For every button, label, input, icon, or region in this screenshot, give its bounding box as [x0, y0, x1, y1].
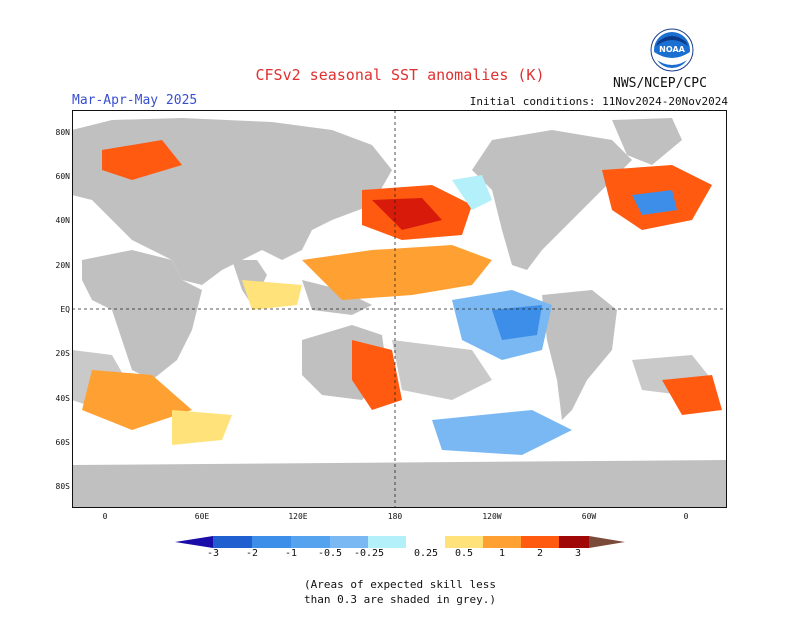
map-title: CFSv2 seasonal SST anomalies (K) — [255, 66, 545, 84]
anomaly-patch — [372, 198, 442, 230]
colorbar-swatch — [213, 536, 252, 548]
skill-note-line: than 0.3 are shaded in grey.) — [303, 593, 497, 606]
colorbar-swatch — [483, 536, 521, 548]
initial-conditions-label: Initial conditions: 11Nov2024-20Nov2024 — [469, 95, 728, 108]
colorbar-swatch — [406, 536, 445, 548]
colorbar-label: -1 — [284, 548, 298, 559]
colorbar-swatch — [252, 536, 291, 548]
noaa-logo-icon: NOAA — [650, 28, 694, 72]
skill-note: (Areas of expected skill less than 0.3 a… — [0, 577, 800, 607]
lon-label: 60E — [194, 512, 210, 521]
colorbar-label: -2 — [245, 548, 259, 559]
colorbar-label: -0.25 — [353, 548, 385, 559]
anomaly-patch — [102, 140, 182, 180]
anomaly-patch — [172, 410, 232, 445]
colorbar-label: -3 — [206, 548, 220, 559]
lon-label: 0 — [683, 512, 689, 521]
skill-note-line: (Areas of expected skill less — [303, 578, 497, 591]
colorbar-swatch — [445, 536, 483, 548]
lon-label: 120W — [482, 512, 502, 521]
colorbar-swatch — [559, 536, 589, 548]
lat-label: 80S — [55, 482, 70, 491]
colorbar — [175, 536, 625, 548]
anomaly-patch — [82, 370, 192, 430]
colorbar-swatch — [291, 536, 330, 548]
lon-label: 0 — [102, 512, 108, 521]
lat-label: 60N — [55, 172, 70, 181]
anomaly-patch — [302, 245, 492, 300]
lat-label: 40N — [55, 216, 70, 225]
colorbar-swatch — [330, 536, 368, 548]
lat-label: 40S — [55, 394, 70, 403]
anomaly-patch — [242, 280, 302, 310]
colorbar-label: 0.5 — [454, 548, 474, 559]
indonesia-land — [302, 280, 372, 315]
lat-label: 20N — [55, 261, 70, 270]
agency-label: NWS/NCEP/CPC — [613, 76, 707, 91]
colorbar-swatch — [368, 536, 406, 548]
anomaly-patch — [352, 340, 402, 410]
colorbar-label: 0.25 — [413, 548, 439, 559]
south-america-land — [542, 290, 617, 420]
colorbar-label: -0.5 — [317, 548, 343, 559]
colorbar-arrow-left — [175, 536, 213, 548]
anomaly-patch — [632, 190, 677, 215]
lon-label: 180 — [387, 512, 403, 521]
lon-label: 120E — [288, 512, 308, 521]
colorbar-label: 1 — [498, 548, 506, 559]
lat-label: 80N — [55, 128, 70, 137]
svg-text:NOAA: NOAA — [659, 45, 685, 54]
antarctica-land — [72, 460, 727, 508]
season-label: Mar-Apr-May 2025 — [72, 93, 198, 108]
anomaly-patch — [662, 375, 722, 415]
anomaly-patch — [492, 305, 542, 340]
sst-anomaly-map — [72, 110, 727, 508]
lon-label: 60W — [581, 512, 597, 521]
warm-anomalies — [82, 140, 722, 445]
colorbar-label: 2 — [536, 548, 544, 559]
colorbar-swatch — [521, 536, 559, 548]
cool-anomalies — [432, 175, 677, 455]
anomaly-patch — [432, 410, 572, 455]
greenland-land — [612, 118, 682, 165]
anomaly-patch — [452, 175, 492, 210]
lat-label: 60S — [55, 438, 70, 447]
low-skill-region — [392, 340, 492, 400]
africa-land — [82, 250, 202, 380]
north-america-land — [472, 130, 632, 270]
colorbar-label: 3 — [574, 548, 582, 559]
colorbar-arrow-right — [589, 536, 625, 548]
map-frame — [72, 110, 727, 508]
lat-label: EQ — [60, 305, 70, 314]
lat-label: 20S — [55, 349, 70, 358]
